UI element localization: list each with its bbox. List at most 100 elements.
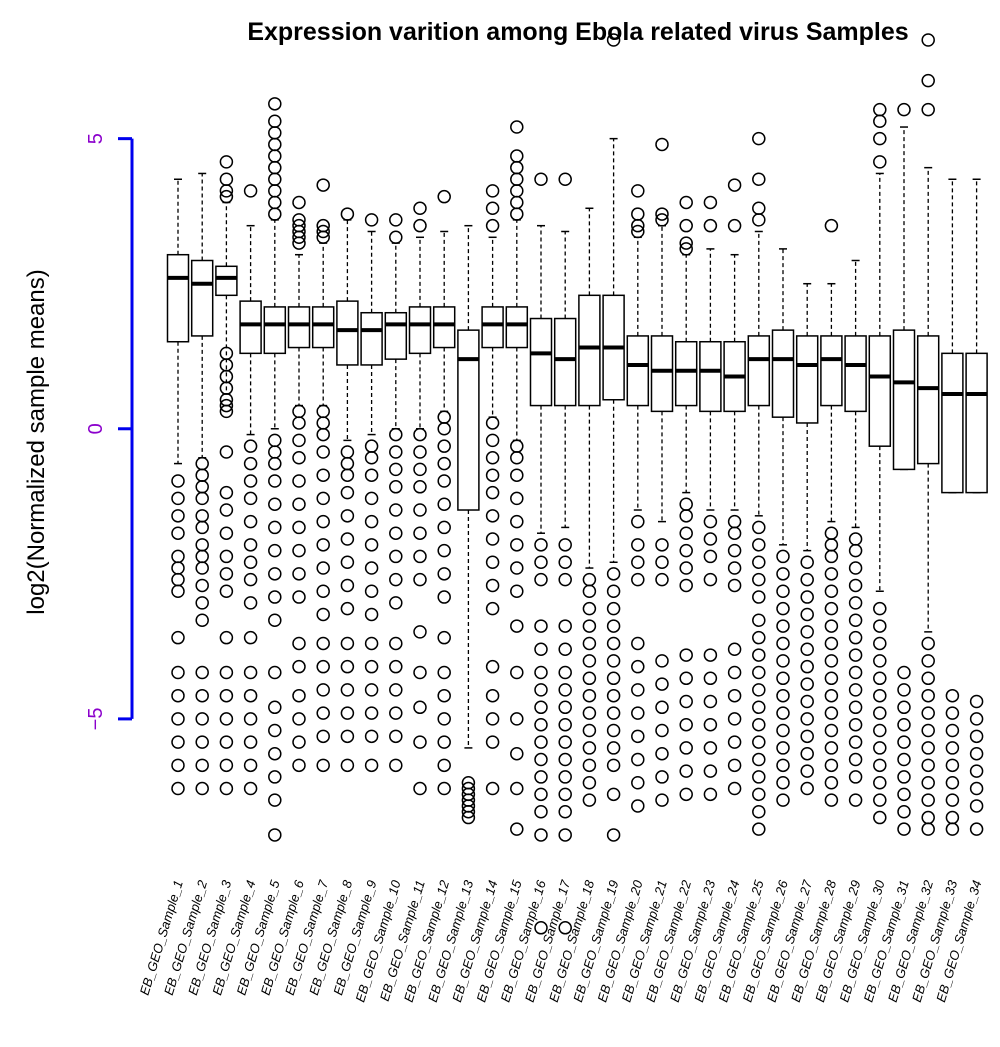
outlier-point [703, 514, 718, 529]
outlier-point [316, 468, 330, 482]
outlier-point [268, 445, 282, 459]
outlier-point [631, 224, 645, 239]
outlier-point [171, 735, 185, 749]
outlier-point [824, 538, 839, 552]
iqr-box [916, 335, 940, 465]
outlier-point [364, 729, 379, 744]
outlier-point [485, 601, 500, 616]
outlier-point [171, 584, 185, 598]
outlier-point [316, 683, 330, 697]
outlier-point [703, 694, 718, 709]
outlier-point [534, 665, 548, 680]
outlier-point [171, 509, 185, 523]
outlier-point [606, 601, 621, 616]
outlier-point [510, 561, 524, 575]
box-15 [505, 120, 529, 836]
outlier-point [413, 462, 427, 477]
outlier-point [364, 706, 379, 720]
outlier-point [582, 723, 597, 738]
box-13 [457, 224, 480, 825]
outlier-point [413, 549, 427, 564]
outlier-point [243, 596, 258, 610]
outlier-point [413, 480, 427, 494]
outlier-point [195, 735, 209, 749]
outlier-point [776, 793, 790, 807]
outlier-point [776, 723, 790, 738]
outlier-point [558, 828, 572, 842]
outlier-point [558, 735, 572, 749]
outlier-point [679, 787, 693, 802]
outlier-point [752, 520, 766, 535]
outlier-point [389, 572, 403, 587]
outlier-point [292, 416, 306, 430]
outlier-point [171, 712, 185, 726]
outlier-point [195, 468, 209, 482]
outlier-point [558, 700, 572, 715]
outlier-point [437, 735, 451, 749]
outlier-point [268, 184, 282, 198]
outlier-point [292, 474, 306, 488]
outlier-point [292, 636, 306, 651]
outlier-point [243, 758, 258, 773]
outlier-point [582, 619, 597, 633]
outlier-point [752, 172, 766, 187]
outlier-point [631, 659, 645, 674]
outlier-point [292, 659, 306, 674]
outlier-point [703, 671, 718, 686]
outlier-point [582, 706, 597, 720]
outlier-point [171, 549, 185, 564]
box-19 [602, 33, 625, 842]
outlier-point [582, 793, 597, 807]
outlier-point [219, 155, 234, 169]
outlier-point [727, 543, 742, 558]
outlier-point [873, 758, 887, 773]
outlier-point [558, 805, 572, 819]
outlier-point [437, 758, 451, 773]
outlier-point [897, 822, 911, 836]
outlier-point [219, 781, 234, 796]
iqr-box [287, 306, 311, 349]
outlier-point [776, 671, 790, 686]
outlier-point [389, 706, 403, 720]
outlier-point [703, 787, 718, 802]
outlier-point [921, 102, 935, 117]
outlier-point [582, 741, 597, 755]
outlier-point [413, 427, 427, 442]
outlier-point [582, 688, 597, 703]
outlier-point [243, 538, 258, 552]
outlier-point [340, 659, 355, 674]
outlier-point [606, 671, 621, 686]
outlier-point [485, 735, 500, 749]
outlier-point [389, 549, 403, 564]
outlier-point [945, 822, 960, 836]
outlier-point [268, 114, 282, 128]
outlier-point [364, 439, 379, 453]
outlier-point [824, 758, 839, 773]
outlier-point [292, 404, 306, 419]
outlier-point [316, 584, 330, 598]
outlier-point [292, 758, 306, 773]
outlier-point [171, 572, 185, 587]
outlier-point [655, 654, 669, 668]
outlier-point [171, 630, 185, 645]
outlier-point [679, 543, 693, 558]
outlier-point [389, 683, 403, 697]
outlier-point [606, 567, 621, 581]
outlier-point [848, 752, 863, 767]
outlier-point [389, 445, 403, 459]
outlier-point [534, 642, 548, 657]
outlier-point [316, 561, 330, 575]
outlier-point [873, 793, 887, 807]
outlier-point [534, 683, 548, 697]
outlier-point [268, 700, 282, 715]
outlier-point [268, 613, 282, 628]
outlier-point [219, 526, 234, 540]
outlier-point [510, 712, 524, 726]
outlier-point [727, 561, 742, 575]
outlier-point [316, 607, 330, 622]
outlier-point [292, 520, 306, 535]
outlier-point [558, 921, 572, 935]
outlier-point [389, 503, 403, 517]
chart-title: Expression varition among Ebola related … [247, 18, 908, 46]
outlier-point [316, 491, 330, 506]
